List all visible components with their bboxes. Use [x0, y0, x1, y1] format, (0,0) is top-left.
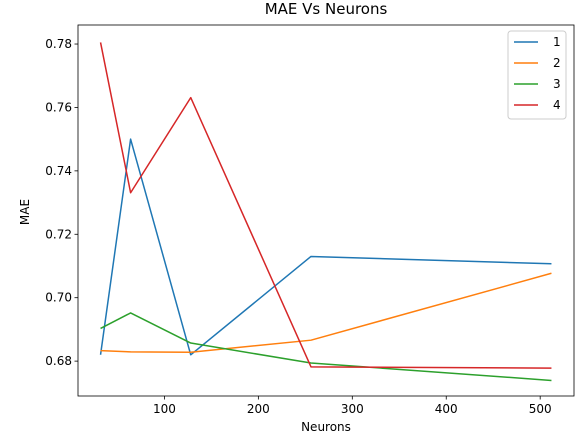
legend: 1 2 3 4: [507, 30, 567, 120]
y-axis: 0.68 0.70 0.72 0.74 0.76 0.78: [45, 37, 78, 368]
legend-label-1: 1: [553, 35, 561, 49]
legend-label-3: 3: [553, 77, 561, 91]
y-axis-label: MAE: [18, 199, 32, 225]
y-tick-label: 0.72: [45, 227, 72, 241]
y-tick-label: 0.76: [45, 100, 72, 114]
legend-label-4: 4: [553, 98, 561, 112]
series-line-1: [99, 138, 552, 356]
legend-label-2: 2: [553, 56, 561, 70]
x-axis: 100 200 300 400 500: [153, 396, 552, 416]
series-group: [99, 42, 552, 382]
y-tick-label: 0.78: [45, 37, 72, 51]
y-tick-label: 0.70: [45, 291, 72, 305]
x-tick-label: 300: [341, 402, 364, 416]
legend-box: [507, 30, 567, 120]
series-line-2: [100, 272, 552, 353]
y-tick-label: 0.74: [45, 164, 72, 178]
series-line-4: [99, 42, 552, 369]
x-tick-label: 400: [435, 402, 458, 416]
plot-frame: [77, 24, 575, 397]
plot-area: [77, 24, 575, 397]
chart-title: MAE Vs Neurons: [265, 0, 388, 18]
y-tick-label: 0.68: [45, 354, 72, 368]
series-line-3: [100, 312, 552, 382]
x-tick-label: 500: [529, 402, 552, 416]
x-axis-label: Neurons: [301, 420, 351, 434]
x-tick-label: 100: [153, 402, 176, 416]
x-tick-label: 200: [247, 402, 270, 416]
